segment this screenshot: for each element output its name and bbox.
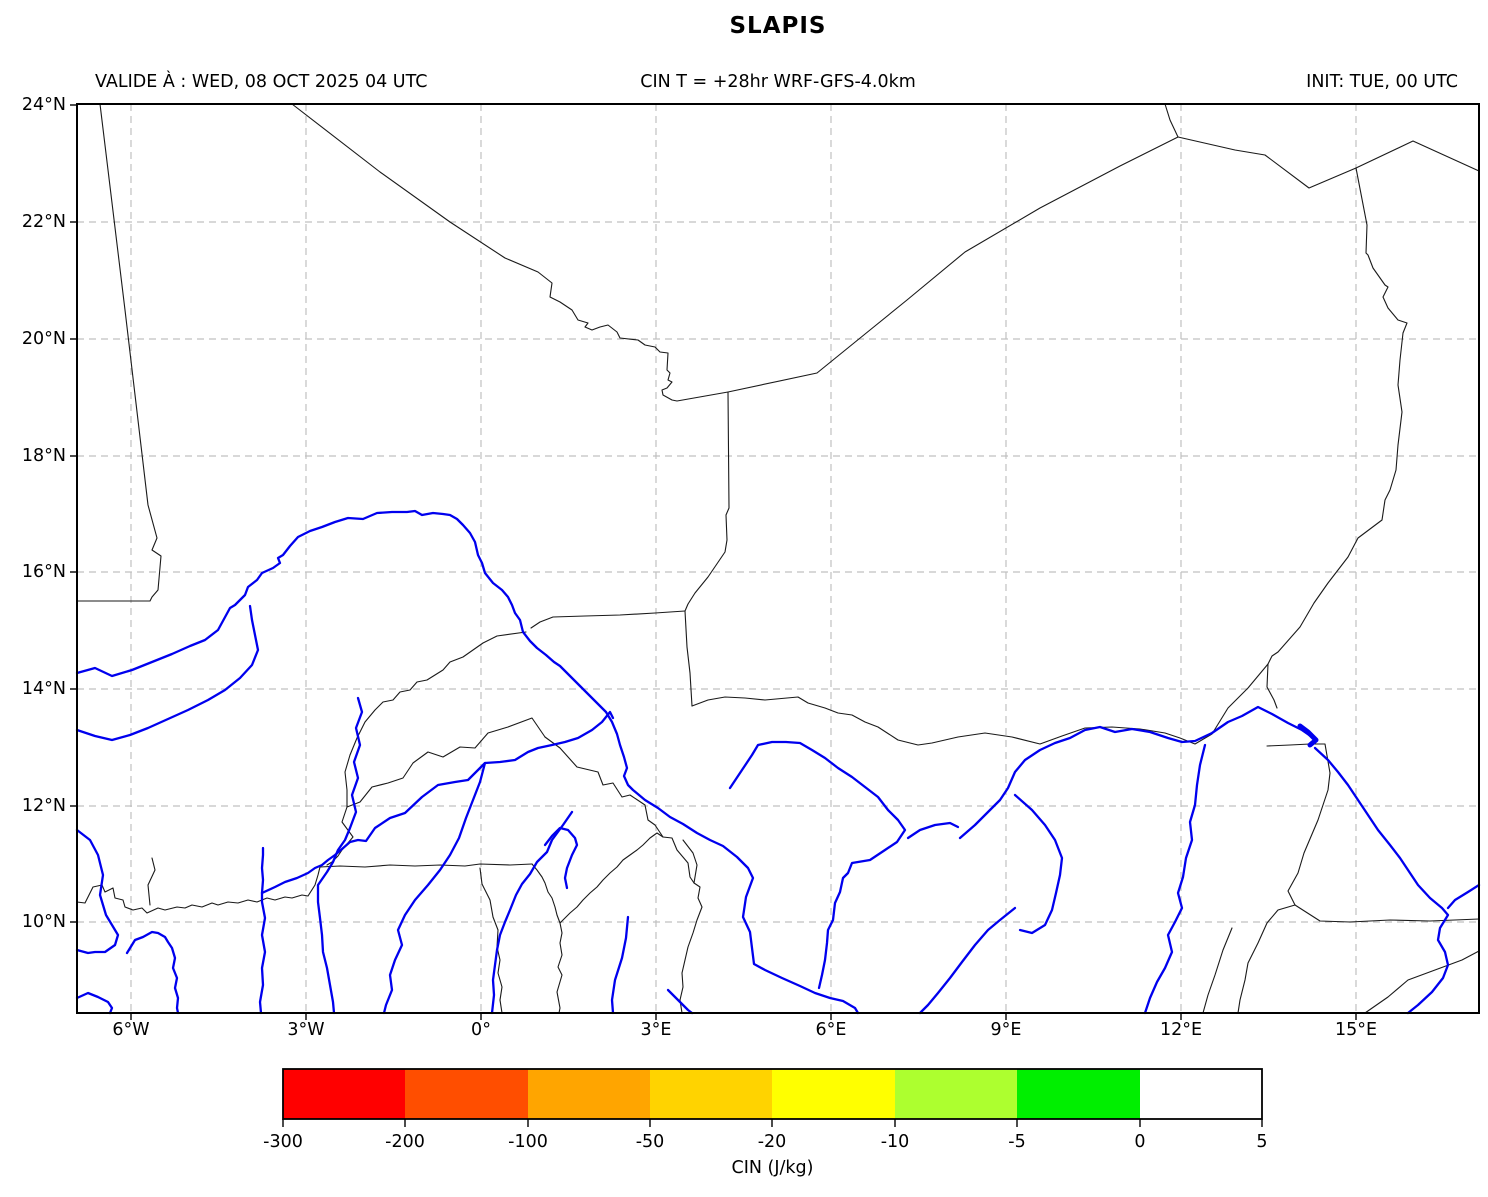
graticule: [77, 104, 1479, 1013]
border-line: [76, 866, 321, 914]
colorbar-tick-label: -5: [1008, 1132, 1026, 1152]
river-line: [1143, 743, 1207, 1015]
river-line: [125, 930, 180, 1015]
border-line: [1202, 927, 1233, 1014]
border-line: [1364, 950, 1480, 1014]
border-line: [1266, 167, 1408, 709]
y-tick-label: 24°N: [21, 95, 66, 115]
border-line: [679, 839, 703, 1014]
river-line: [75, 604, 260, 742]
x-tick-label: 3°W: [287, 1020, 325, 1040]
x-tick-label: 6°W: [112, 1020, 150, 1040]
x-tick-label: 12°E: [1159, 1020, 1203, 1040]
border-line: [291, 103, 729, 402]
river-line: [382, 761, 487, 1015]
colorbar: [282, 1068, 1263, 1127]
x-tick-label: 15°E: [1334, 1020, 1378, 1040]
valid-time-label: VALIDE À : WED, 08 OCT 2025 04 UTC: [95, 72, 428, 92]
river-line: [75, 828, 120, 955]
river-line: [258, 846, 267, 1015]
border-line: [319, 863, 533, 868]
y-tick-label: 18°N: [21, 446, 66, 466]
border-line: [76, 103, 162, 602]
y-tick-label: 10°N: [21, 912, 66, 932]
border-line: [559, 832, 664, 924]
border-line: [531, 863, 563, 1014]
y-tick-label: 22°N: [21, 212, 66, 232]
y-tick-label: 14°N: [21, 679, 66, 699]
river-line: [75, 991, 114, 1015]
river-line: [1313, 746, 1450, 1015]
x-tick-label: 0°: [471, 1020, 491, 1040]
border-line: [544, 736, 695, 884]
border-line: [1177, 136, 1480, 189]
init-time-label: INIT: TUE, 00 UTC: [1306, 72, 1458, 92]
border-line: [727, 136, 1179, 393]
page-title: SLAPIS: [729, 13, 827, 39]
colorbar-tick-label: -300: [263, 1132, 303, 1152]
x-tick-label: 3°E: [640, 1020, 672, 1040]
border-line: [684, 391, 730, 612]
border-line: [344, 631, 527, 808]
border-line: [1266, 743, 1331, 906]
river-line: [610, 915, 630, 1015]
axis-ticks: [70, 104, 1357, 1020]
x-tick-label: 9°E: [990, 1020, 1022, 1040]
colorbar-tick-label: -50: [635, 1132, 665, 1152]
colorbar-tick-label: -200: [385, 1132, 425, 1152]
y-tick-label: 16°N: [21, 562, 66, 582]
border-line: [684, 610, 693, 707]
x-tick-label: 6°E: [815, 1020, 847, 1040]
y-tick-label: 12°N: [21, 796, 66, 816]
river-line: [490, 810, 574, 1015]
border-line: [1294, 904, 1480, 923]
river-line: [316, 696, 364, 1015]
colorbar-tick-label: -100: [508, 1132, 548, 1152]
rivers: [75, 509, 1481, 1015]
colorbar-ticks: [282, 1119, 1263, 1127]
river-line: [260, 710, 615, 895]
river-line: [1013, 793, 1064, 935]
colorbar-label: CIN (J/kg): [731, 1158, 814, 1178]
border-line: [1237, 904, 1296, 1014]
border-line: [691, 663, 1269, 746]
river-line: [918, 906, 1017, 1015]
river-line: [1446, 883, 1481, 910]
field-model-label: CIN T = +28hr WRF-GFS-4.0km: [640, 72, 916, 92]
river-line: [728, 740, 907, 990]
country-borders: [76, 103, 1480, 1014]
colorbar-tick-label: 0: [1134, 1132, 1146, 1152]
border-line: [530, 610, 686, 629]
river-line: [666, 988, 694, 1015]
plot-frame: [70, 103, 1480, 1020]
border-line: [147, 857, 156, 906]
colorbar-tick-label: 5: [1256, 1132, 1268, 1152]
river-line: [75, 509, 860, 1015]
river-line: [906, 821, 960, 840]
colorbar-tick-label: -20: [757, 1132, 787, 1152]
river-line: [543, 826, 579, 890]
river-line: [1297, 723, 1319, 748]
border-line: [1164, 103, 1179, 138]
colorbar-tick-label: -10: [880, 1132, 910, 1152]
y-tick-label: 20°N: [21, 329, 66, 349]
river-line: [958, 705, 1317, 840]
